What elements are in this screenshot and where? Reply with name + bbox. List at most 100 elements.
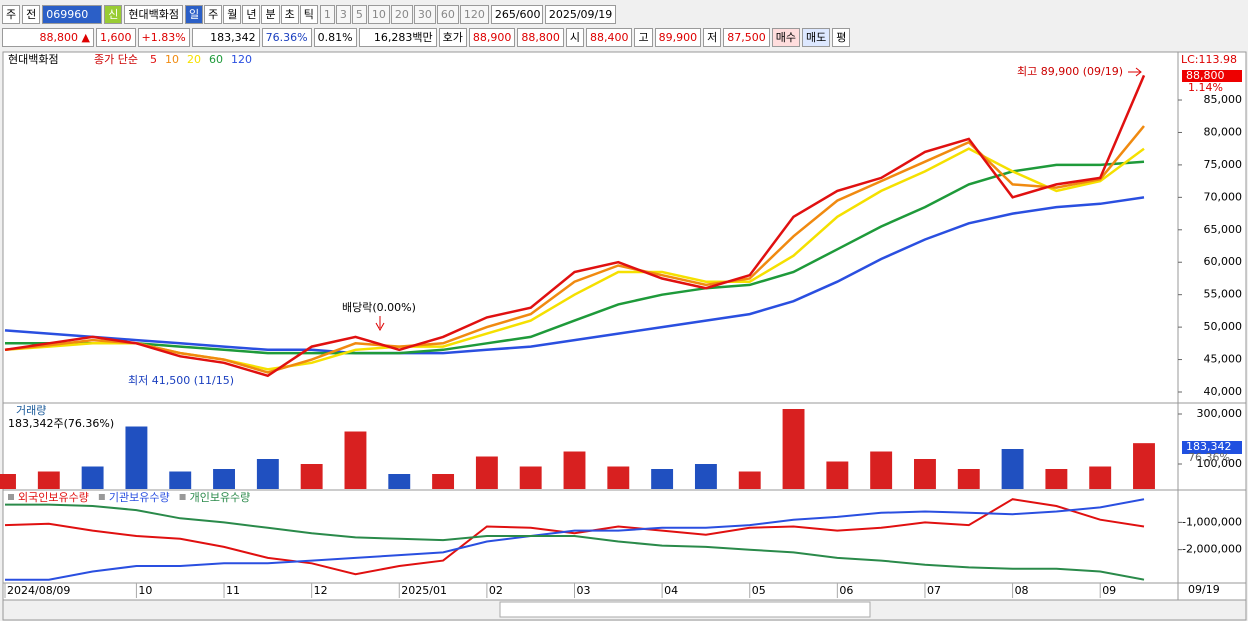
series-line	[5, 498, 1145, 581]
chart-frame	[2, 51, 1247, 601]
series-line	[5, 160, 1145, 355]
prev[interactable]: 전	[22, 5, 41, 24]
y-tick-label: 65,000	[1204, 223, 1243, 236]
volume-ratio: 76.36%	[261, 28, 312, 47]
count[interactable]: 265/600	[490, 5, 543, 24]
interval-button[interactable]: 5	[351, 5, 367, 24]
date[interactable]: 2025/09/19	[544, 5, 617, 24]
interval-button[interactable]: 60	[436, 5, 459, 24]
period-button[interactable]: 주	[204, 5, 223, 24]
change-pct: +1.83%	[137, 28, 190, 47]
intervals: 1 3 5 10 20 30 60 120	[319, 5, 489, 24]
x-tick-label: 08	[1015, 584, 1029, 597]
legend-swatch	[98, 494, 105, 500]
y-tick-label: 50,000	[1204, 320, 1243, 333]
series-line	[4, 498, 1145, 576]
volume-bar	[651, 469, 674, 489]
series-line	[4, 125, 1145, 374]
y-tick-label: 80,000	[1204, 125, 1243, 138]
name-tag: 신	[104, 5, 123, 24]
avg-button[interactable]: 평	[832, 28, 851, 47]
x-tick-label: 02	[489, 584, 503, 597]
interval-button[interactable]: 3	[335, 5, 351, 24]
event-annotation: 배당락(0.00%)	[342, 301, 416, 314]
y-tick-label: 55,000	[1204, 288, 1243, 301]
y-tick-label: 100,000	[1197, 457, 1243, 470]
volume: 183,342	[191, 28, 260, 47]
x-tick-label: 04	[664, 584, 678, 597]
chart-area: 40,000 45,000 50,000 55,000 60,000 65,000 70,0…	[0, 51, 1247, 621]
interval-button[interactable]: 120	[459, 5, 489, 24]
low-annotation: 최저 41,500 (11/15)	[128, 374, 234, 387]
series-line	[5, 503, 1145, 581]
interval-button[interactable]: 20	[390, 5, 413, 24]
amount: 16,283백만	[358, 28, 437, 47]
code-input[interactable]: 069960	[42, 5, 103, 24]
bid: 88,800	[517, 28, 564, 47]
volume-bar	[914, 459, 936, 489]
volume-bar	[519, 466, 542, 489]
period-button[interactable]: 틱	[299, 5, 318, 24]
y-tick-label: -1,000,000	[1182, 515, 1242, 528]
interval-button[interactable]: 1	[319, 5, 335, 24]
volume-subtitle: 183,342주(76.36%)	[8, 417, 114, 430]
volume-bar	[300, 464, 323, 489]
quote-bar: 88,800 ▲ 1,600 +1.83% 183,342 76.36% 0.8…	[2, 28, 851, 47]
stock-name: 현대백화점	[124, 5, 183, 24]
volume-bar	[694, 464, 717, 489]
sell-button[interactable]: 매도	[801, 28, 831, 47]
y-tick-label: 40,000	[1204, 385, 1243, 398]
high: 89,900	[654, 28, 702, 47]
period-button[interactable]: 년	[242, 5, 261, 24]
period-button[interactable]: 월	[223, 5, 242, 24]
scroll-thumb[interactable]	[499, 601, 871, 618]
volume-bar	[826, 461, 849, 489]
price-legend-subtitle: 종가 단순	[94, 53, 138, 66]
period-button[interactable]: 초	[280, 5, 299, 24]
x-tick-label: 2025/01	[401, 584, 447, 597]
y-tick-label: 85,000	[1204, 93, 1243, 106]
high-annotation: 최고 89,900 (09/19)	[1017, 65, 1123, 78]
legend-entry: 5	[150, 53, 157, 66]
x-tick-label: 05	[752, 584, 766, 597]
low-label: 저	[703, 28, 722, 47]
legend-entry: 60	[209, 53, 223, 66]
legend-entry: 10	[165, 53, 179, 66]
buy-button[interactable]: 매수	[771, 28, 800, 47]
legend-entry: 20	[187, 53, 201, 66]
last-price: 88,800	[1186, 69, 1225, 82]
series-line	[4, 196, 1145, 355]
volume-bar	[563, 451, 586, 489]
last-volume-pct: 76.36%	[1188, 451, 1230, 464]
period-button[interactable]: 일	[184, 5, 204, 24]
x-tick-label: 03	[577, 584, 591, 597]
x-tick-label: 06	[839, 584, 853, 597]
volume-bar	[388, 474, 411, 489]
interval-button[interactable]: 30	[413, 5, 436, 24]
high-label: 고	[634, 28, 653, 47]
period-button[interactable]: 분	[261, 5, 280, 24]
volume-bar	[125, 426, 148, 489]
volume-bar	[213, 469, 235, 489]
volume-bar	[256, 459, 279, 489]
volume-bar	[475, 456, 498, 489]
current-x-label: 09/19	[1188, 583, 1220, 596]
open: 88,400	[585, 28, 633, 47]
y-tick-label: 45,000	[1204, 353, 1243, 366]
volume-bar	[0, 474, 16, 489]
volume-bar	[81, 466, 104, 489]
last-price-box	[1182, 70, 1242, 82]
legend-swatch	[8, 494, 14, 500]
x-tick-label: 10	[138, 584, 152, 597]
x-tick-label: 2024/08/09	[7, 584, 70, 597]
interval-button[interactable]: 10	[367, 5, 390, 24]
bid-label: 호가	[438, 28, 467, 47]
volume-bar	[1089, 466, 1112, 489]
x-tick-label: 09	[1102, 584, 1116, 597]
low: 87,500	[723, 28, 770, 47]
open-label: 시	[565, 28, 584, 47]
market[interactable]: 주	[2, 5, 21, 24]
volume-bar	[738, 471, 761, 489]
